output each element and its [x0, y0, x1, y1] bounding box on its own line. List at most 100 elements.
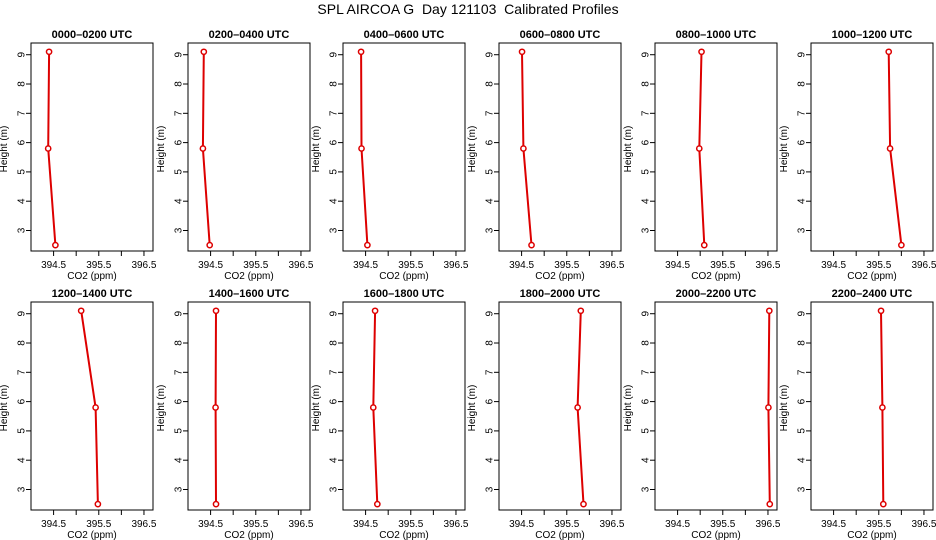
chart-panel: 0800–1000 UTC 394.5 395.5 396.5 CO2 (ppm) 3 4 5…	[623, 29, 781, 282]
chart-title: 0400–0600 UTC	[364, 29, 445, 41]
x-tick-label: 395.5	[86, 260, 111, 271]
y-tick-label: 6	[17, 139, 28, 145]
plot-frame	[810, 301, 934, 511]
y-tick-label: 6	[329, 398, 340, 404]
x-tick-label: 396.5	[131, 260, 156, 271]
x-axis-label: CO2 (ppm)	[224, 271, 273, 282]
data-point	[199, 145, 207, 152]
x-tick-label: 396.5	[755, 519, 780, 530]
y-tick-label: 4	[174, 198, 185, 204]
y-tick-label: 6	[329, 139, 340, 145]
y-tick-label: 3	[174, 227, 185, 233]
data-point	[885, 48, 893, 56]
y-tick-label: 3	[485, 486, 496, 492]
plot-frame	[498, 301, 622, 511]
data-point	[700, 241, 708, 249]
data-point	[212, 404, 219, 411]
x-tick-label: 395.5	[398, 260, 423, 271]
y-tick-label: 5	[797, 169, 808, 175]
chart-title: 0800–1000 UTC	[676, 29, 757, 41]
y-tick-label: 7	[641, 110, 652, 116]
data-point	[94, 500, 102, 508]
y-axis-label: Height (m)	[467, 385, 478, 432]
x-tick-label: 395.5	[86, 519, 111, 530]
y-tick-label: 8	[174, 81, 185, 87]
y-tick-label: 4	[329, 457, 340, 463]
plot-frame	[810, 42, 934, 252]
y-tick-label: 6	[485, 139, 496, 145]
y-axis-label: Height (m)	[311, 385, 322, 432]
x-tick-label: 395.5	[554, 260, 579, 271]
x-tick-label: 394.5	[198, 519, 223, 530]
data-point	[52, 241, 59, 249]
plot-frame	[498, 42, 622, 252]
y-tick-label: 6	[797, 139, 808, 145]
chart-title: 1400–1600 UTC	[209, 288, 290, 300]
y-tick-label: 3	[641, 227, 652, 233]
chart-panel: 2000–2200 UTC 394.5 395.5 396.5 CO2 (ppm) 3 4 5…	[623, 288, 781, 540]
y-tick-label: 3	[641, 486, 652, 492]
x-tick-label: 395.5	[710, 260, 735, 271]
data-point	[369, 404, 377, 411]
data-point	[518, 48, 526, 56]
y-tick-label: 3	[174, 486, 185, 492]
data-point	[577, 307, 585, 315]
y-tick-label: 5	[174, 169, 185, 175]
y-tick-label: 4	[17, 198, 28, 204]
y-tick-label: 9	[797, 310, 808, 316]
x-axis-label: CO2 (ppm)	[535, 271, 584, 282]
y-tick-label: 4	[329, 198, 340, 204]
x-tick-label: 395.5	[398, 519, 423, 530]
data-point	[766, 500, 774, 508]
chart-title: 0000–0200 UTC	[52, 29, 133, 41]
y-tick-label: 3	[329, 486, 340, 492]
data-point	[357, 48, 365, 56]
y-tick-label: 9	[485, 310, 496, 316]
y-axis-label: Height (m)	[156, 126, 167, 173]
x-tick-label: 394.5	[665, 260, 690, 271]
x-tick-label: 396.5	[443, 519, 468, 530]
data-point	[574, 404, 581, 411]
data-point	[206, 241, 214, 249]
y-tick-label: 8	[797, 81, 808, 87]
y-tick-label: 4	[485, 457, 496, 463]
x-axis-label: CO2 (ppm)	[67, 271, 116, 282]
x-tick-label: 396.5	[599, 260, 624, 271]
y-tick-label: 7	[174, 110, 185, 116]
y-tick-label: 4	[485, 198, 496, 204]
data-point	[200, 48, 208, 56]
x-tick-label: 394.5	[821, 260, 846, 271]
y-tick-label: 6	[174, 139, 185, 145]
x-tick-label: 396.5	[288, 260, 313, 271]
y-tick-label: 3	[329, 227, 340, 233]
data-point	[373, 500, 381, 508]
x-tick-label: 396.5	[911, 260, 936, 271]
y-tick-label: 4	[17, 457, 28, 463]
x-axis-label: CO2 (ppm)	[691, 271, 740, 282]
plot-frame	[654, 301, 778, 511]
y-tick-label: 6	[641, 398, 652, 404]
chart-panel: 1800–2000 UTC 394.5 395.5 396.5 CO2 (ppm) 3 4 5…	[467, 288, 625, 540]
plot-frame	[30, 301, 154, 511]
data-point	[358, 145, 365, 152]
plot-frame	[342, 301, 466, 511]
y-tick-label: 4	[641, 457, 652, 463]
chart-panel: 1000–1200 UTC 394.5 395.5 396.5 CO2 (ppm) 3 4 5…	[779, 29, 936, 282]
y-tick-label: 4	[641, 198, 652, 204]
data-point	[212, 307, 220, 315]
y-axis-label: Height (m)	[467, 126, 478, 173]
x-tick-label: 394.5	[665, 519, 690, 530]
y-tick-label: 8	[797, 340, 808, 346]
x-tick-label: 394.5	[353, 260, 378, 271]
y-tick-label: 3	[17, 486, 28, 492]
data-point	[44, 145, 52, 152]
chart-title: 1600–1800 UTC	[364, 288, 445, 300]
chart-title: 0600–0800 UTC	[520, 29, 601, 41]
y-tick-label: 5	[485, 428, 496, 434]
plot-frame	[30, 42, 154, 252]
y-tick-label: 6	[797, 398, 808, 404]
y-tick-label: 3	[485, 227, 496, 233]
y-tick-label: 8	[17, 81, 28, 87]
y-tick-label: 5	[485, 169, 496, 175]
x-tick-label: 396.5	[911, 519, 936, 530]
